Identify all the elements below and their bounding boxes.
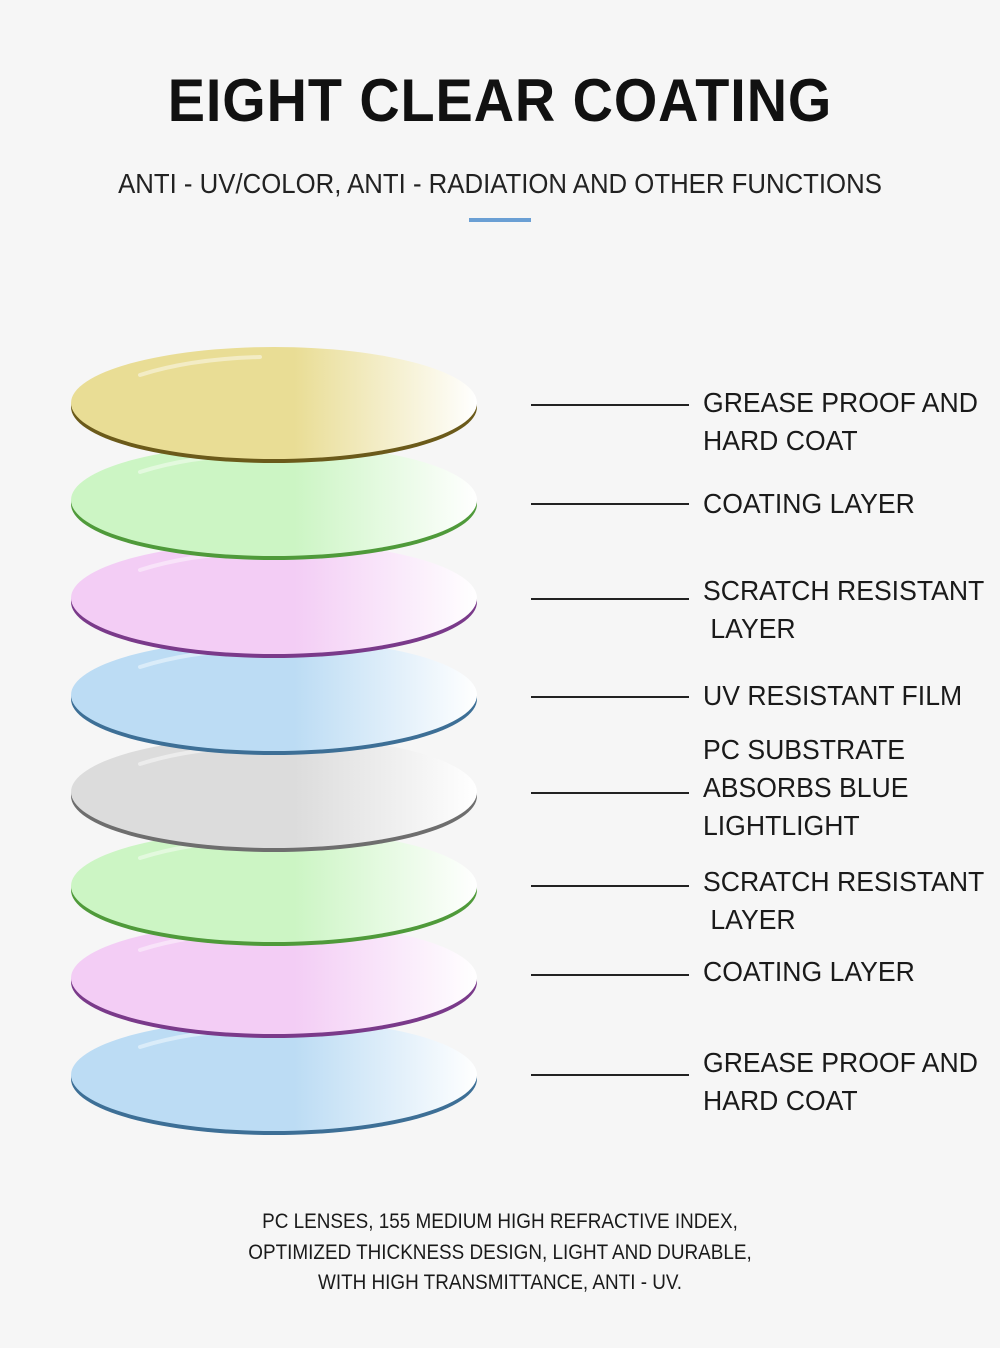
lens-highlight <box>138 355 262 377</box>
layer-label-line: UV RESISTANT FILM <box>703 680 963 711</box>
lens-layer <box>71 922 477 1038</box>
lens-layer <box>71 830 477 946</box>
layer-label-line: COATING LAYER <box>703 956 915 987</box>
connector-line <box>531 974 689 976</box>
accent-divider <box>469 218 531 222</box>
layer-label: SCRATCH RESISTANT LAYER <box>703 572 984 648</box>
lens-layer <box>71 736 477 852</box>
page-title: EIGHT CLEAR COATING <box>167 67 833 134</box>
connector-line <box>531 598 689 600</box>
layer-label: COATING LAYER <box>703 953 915 991</box>
lens-surface <box>71 347 477 459</box>
layer-label-line: LAYER <box>703 904 796 935</box>
lens-surface <box>71 639 477 751</box>
connector-line <box>531 885 689 887</box>
connector-line <box>531 404 689 406</box>
page-subtitle: ANTI - UV/COLOR, ANTI - RADIATION AND OT… <box>118 168 882 199</box>
layer-label: SCRATCH RESISTANT LAYER <box>703 863 984 939</box>
lens-surface <box>71 542 477 654</box>
layer-label-line: HARD COAT <box>703 1085 858 1116</box>
layer-label: PC SUBSTRATE ABSORBS BLUE LIGHTLIGHT <box>703 731 908 845</box>
lens-surface <box>71 922 477 1034</box>
layer-label-line: GREASE PROOF AND <box>703 387 978 418</box>
lens-surface <box>71 736 477 848</box>
layer-label-line: SCRATCH RESISTANT <box>703 866 985 897</box>
layer-label-line: PC SUBSTRATE <box>703 734 905 765</box>
layer-label-line: LAYER <box>703 613 796 644</box>
layer-label: GREASE PROOF AND HARD COAT <box>703 384 978 460</box>
layer-label-line: GREASE PROOF AND <box>703 1047 978 1078</box>
layer-label: GREASE PROOF AND HARD COAT <box>703 1044 978 1120</box>
lens-layer <box>71 1019 477 1135</box>
layer-label-line: LIGHTLIGHT <box>703 810 860 841</box>
connector-line <box>531 503 689 505</box>
layer-label: UV RESISTANT FILM <box>703 677 962 715</box>
layer-label-line: ABSORBS BLUE <box>703 772 909 803</box>
lens-layer <box>71 542 477 658</box>
lens-layer <box>71 639 477 755</box>
layer-label-line: SCRATCH RESISTANT <box>703 575 985 606</box>
lens-layer <box>71 347 477 463</box>
footer-description: PC LENSES, 155 MEDIUM HIGH REFRACTIVE IN… <box>50 1207 950 1299</box>
lens-surface <box>71 1019 477 1131</box>
layer-label-line: HARD COAT <box>703 425 858 456</box>
connector-line <box>531 696 689 698</box>
lens-layer <box>71 444 477 560</box>
footer-line: PC LENSES, 155 MEDIUM HIGH REFRACTIVE IN… <box>262 1210 738 1233</box>
lens-surface <box>71 444 477 556</box>
footer-line: WITH HIGH TRANSMITTANCE, ANTI - UV. <box>317 1271 683 1294</box>
connector-line <box>531 1074 689 1076</box>
footer-line: OPTIMIZED THICKNESS DESIGN, LIGHT AND DU… <box>248 1240 752 1264</box>
layer-label-line: COATING LAYER <box>703 488 915 519</box>
lens-surface <box>71 830 477 942</box>
connector-line <box>531 792 689 794</box>
layer-label: COATING LAYER <box>703 485 915 523</box>
